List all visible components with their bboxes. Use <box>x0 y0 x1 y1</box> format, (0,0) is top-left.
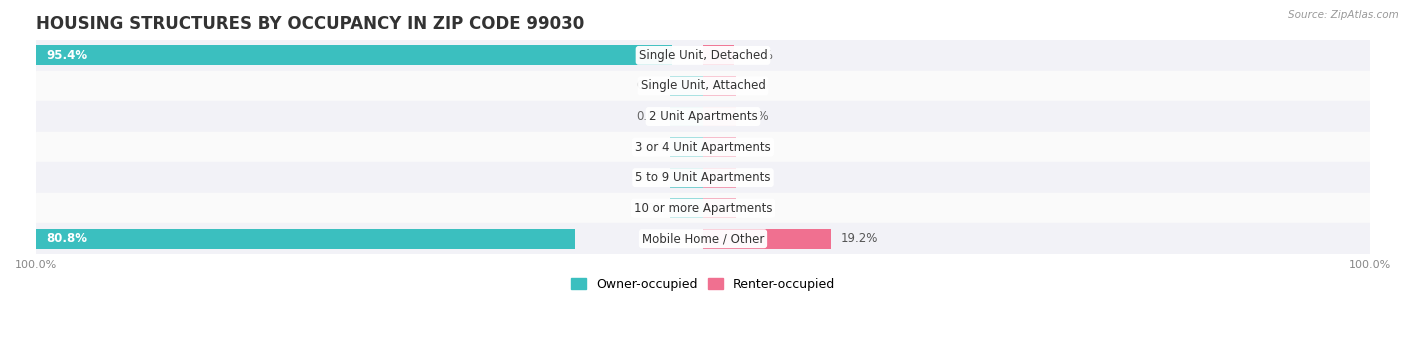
Bar <box>703 168 737 188</box>
Bar <box>669 168 703 188</box>
Text: 0.0%: 0.0% <box>740 110 769 123</box>
Text: HOUSING STRUCTURES BY OCCUPANCY IN ZIP CODE 99030: HOUSING STRUCTURES BY OCCUPANCY IN ZIP C… <box>37 15 585 33</box>
Bar <box>37 162 1369 193</box>
Bar <box>669 198 703 218</box>
Text: 2 Unit Apartments: 2 Unit Apartments <box>648 110 758 123</box>
Bar <box>669 137 703 157</box>
Text: 0.0%: 0.0% <box>637 140 666 153</box>
Text: 0.0%: 0.0% <box>637 110 666 123</box>
Text: 0.0%: 0.0% <box>740 202 769 215</box>
Text: 0.0%: 0.0% <box>740 140 769 153</box>
Legend: Owner-occupied, Renter-occupied: Owner-occupied, Renter-occupied <box>568 275 838 295</box>
Bar <box>37 132 1369 162</box>
Bar <box>703 45 734 65</box>
Text: 0.0%: 0.0% <box>637 171 666 184</box>
Text: 80.8%: 80.8% <box>46 232 87 245</box>
Bar <box>37 40 1369 71</box>
Bar <box>37 223 1369 254</box>
Bar <box>669 76 703 96</box>
Text: 19.2%: 19.2% <box>841 232 879 245</box>
Text: 0.0%: 0.0% <box>740 171 769 184</box>
Bar <box>703 229 831 249</box>
Text: 3 or 4 Unit Apartments: 3 or 4 Unit Apartments <box>636 140 770 153</box>
Bar <box>37 193 1369 223</box>
Bar <box>37 71 1369 101</box>
Text: 0.0%: 0.0% <box>637 202 666 215</box>
Text: 5 to 9 Unit Apartments: 5 to 9 Unit Apartments <box>636 171 770 184</box>
Bar <box>703 107 737 127</box>
Text: Source: ZipAtlas.com: Source: ZipAtlas.com <box>1288 10 1399 20</box>
Bar <box>37 101 1369 132</box>
Bar <box>703 198 737 218</box>
Bar <box>703 137 737 157</box>
Text: 0.0%: 0.0% <box>637 79 666 92</box>
Text: Single Unit, Attached: Single Unit, Attached <box>641 79 765 92</box>
Text: 4.6%: 4.6% <box>744 49 773 62</box>
Text: Single Unit, Detached: Single Unit, Detached <box>638 49 768 62</box>
Text: 10 or more Apartments: 10 or more Apartments <box>634 202 772 215</box>
Bar <box>37 45 672 65</box>
Text: Mobile Home / Other: Mobile Home / Other <box>641 232 765 245</box>
Bar <box>669 107 703 127</box>
Text: 95.4%: 95.4% <box>46 49 87 62</box>
Text: 0.0%: 0.0% <box>740 79 769 92</box>
Bar <box>703 76 737 96</box>
Bar <box>37 229 575 249</box>
